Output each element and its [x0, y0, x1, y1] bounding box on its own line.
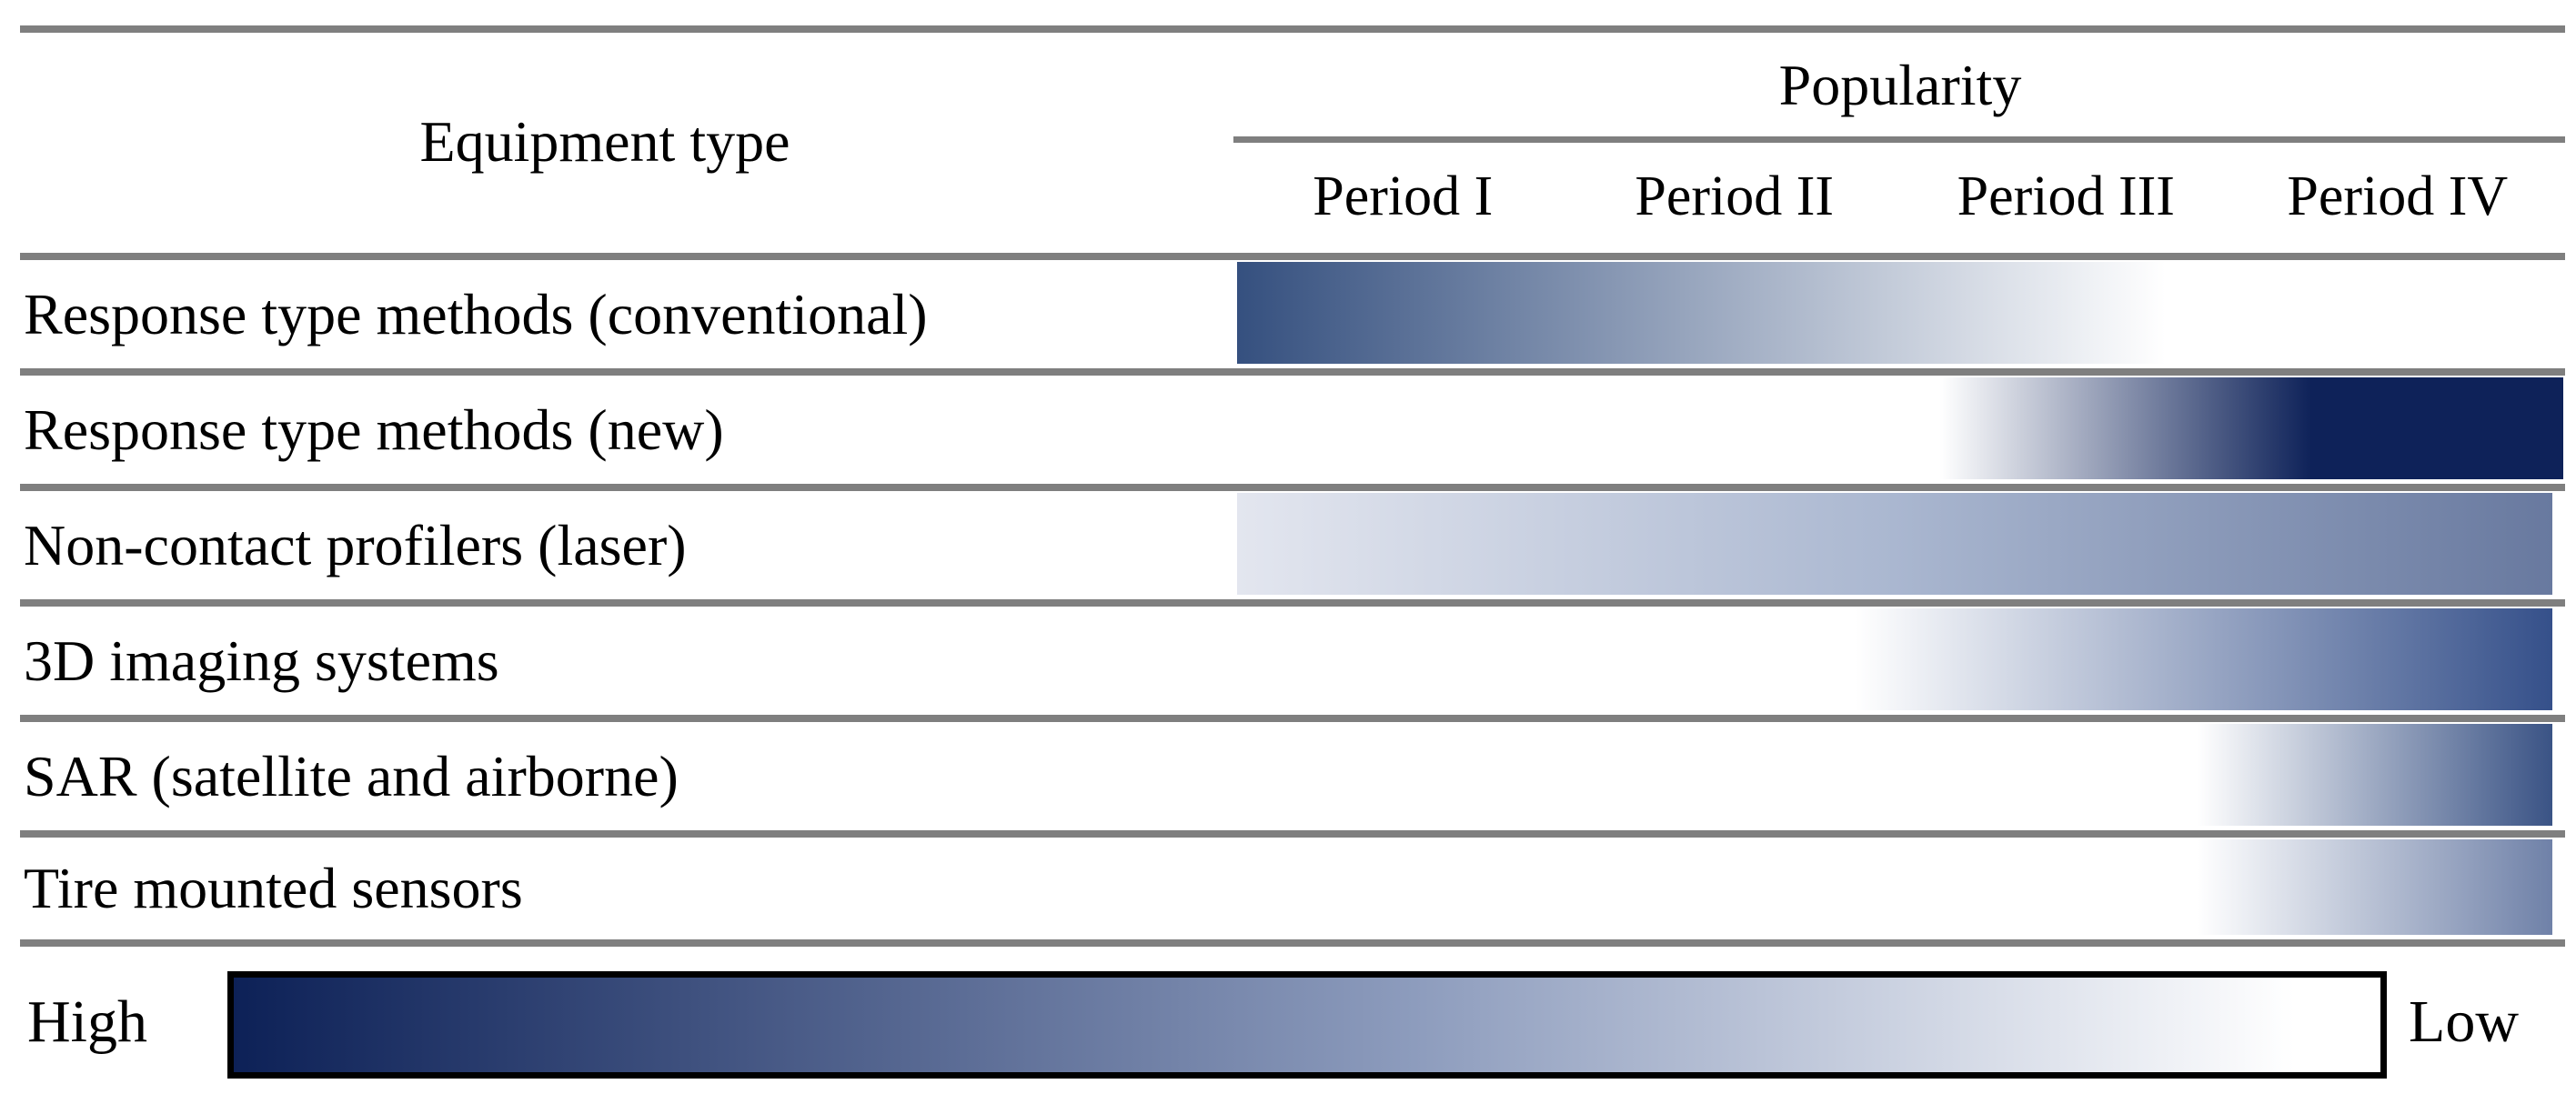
table-row: Response type methods (conventional) [0, 260, 2576, 368]
popularity-bar-3d-imaging [1237, 608, 2552, 710]
table-row: SAR (satellite and airborne) [0, 722, 2576, 830]
divider [20, 830, 2565, 838]
row-label-response-conventional: Response type methods (conventional) [24, 281, 928, 346]
popularity-bar-non-contact-profilers [1237, 493, 2552, 595]
period-2-header: Period II [1635, 165, 1835, 227]
divider [20, 484, 2565, 491]
divider [20, 599, 2565, 607]
divider [20, 939, 2565, 947]
popularity-bar-response-conventional [1237, 262, 2563, 364]
table-row: Non-contact profilers (laser) [0, 491, 2576, 599]
divider-under-popularity [1233, 136, 2565, 143]
legend-low-label: Low [2409, 989, 2519, 1055]
divider-top [20, 25, 2565, 33]
divider [20, 715, 2565, 722]
period-3-header: Period III [1957, 165, 2175, 227]
divider [20, 253, 2565, 260]
divider [20, 368, 2565, 376]
table-row: 3D imaging systems [0, 607, 2576, 715]
period-1-header: Period I [1313, 165, 1494, 227]
popularity-bar-sar [1237, 724, 2552, 826]
legend-gradient-bar [227, 971, 2387, 1079]
table-row: Tire mounted sensors [0, 838, 2576, 939]
period-header-row: Period I Period II Period III Period IV [1237, 146, 2563, 247]
legend-high-label: High [27, 989, 147, 1055]
row-label-response-new: Response type methods (new) [24, 396, 724, 462]
row-label-non-contact-profilers: Non-contact profilers (laser) [24, 512, 687, 577]
row-label-tire-mounted-sensors: Tire mounted sensors [24, 856, 523, 920]
row-label-sar: SAR (satellite and airborne) [24, 743, 679, 808]
period-4-header: Period IV [2287, 165, 2509, 227]
row-label-3d-imaging: 3D imaging systems [24, 627, 499, 693]
equipment-type-header: Equipment type [419, 109, 790, 174]
table-row: Response type methods (new) [0, 376, 2576, 484]
popularity-bar-response-new [1237, 377, 2563, 479]
popularity-header: Popularity [1778, 53, 2022, 117]
popularity-bar-tire-mounted-sensors [1237, 839, 2552, 935]
